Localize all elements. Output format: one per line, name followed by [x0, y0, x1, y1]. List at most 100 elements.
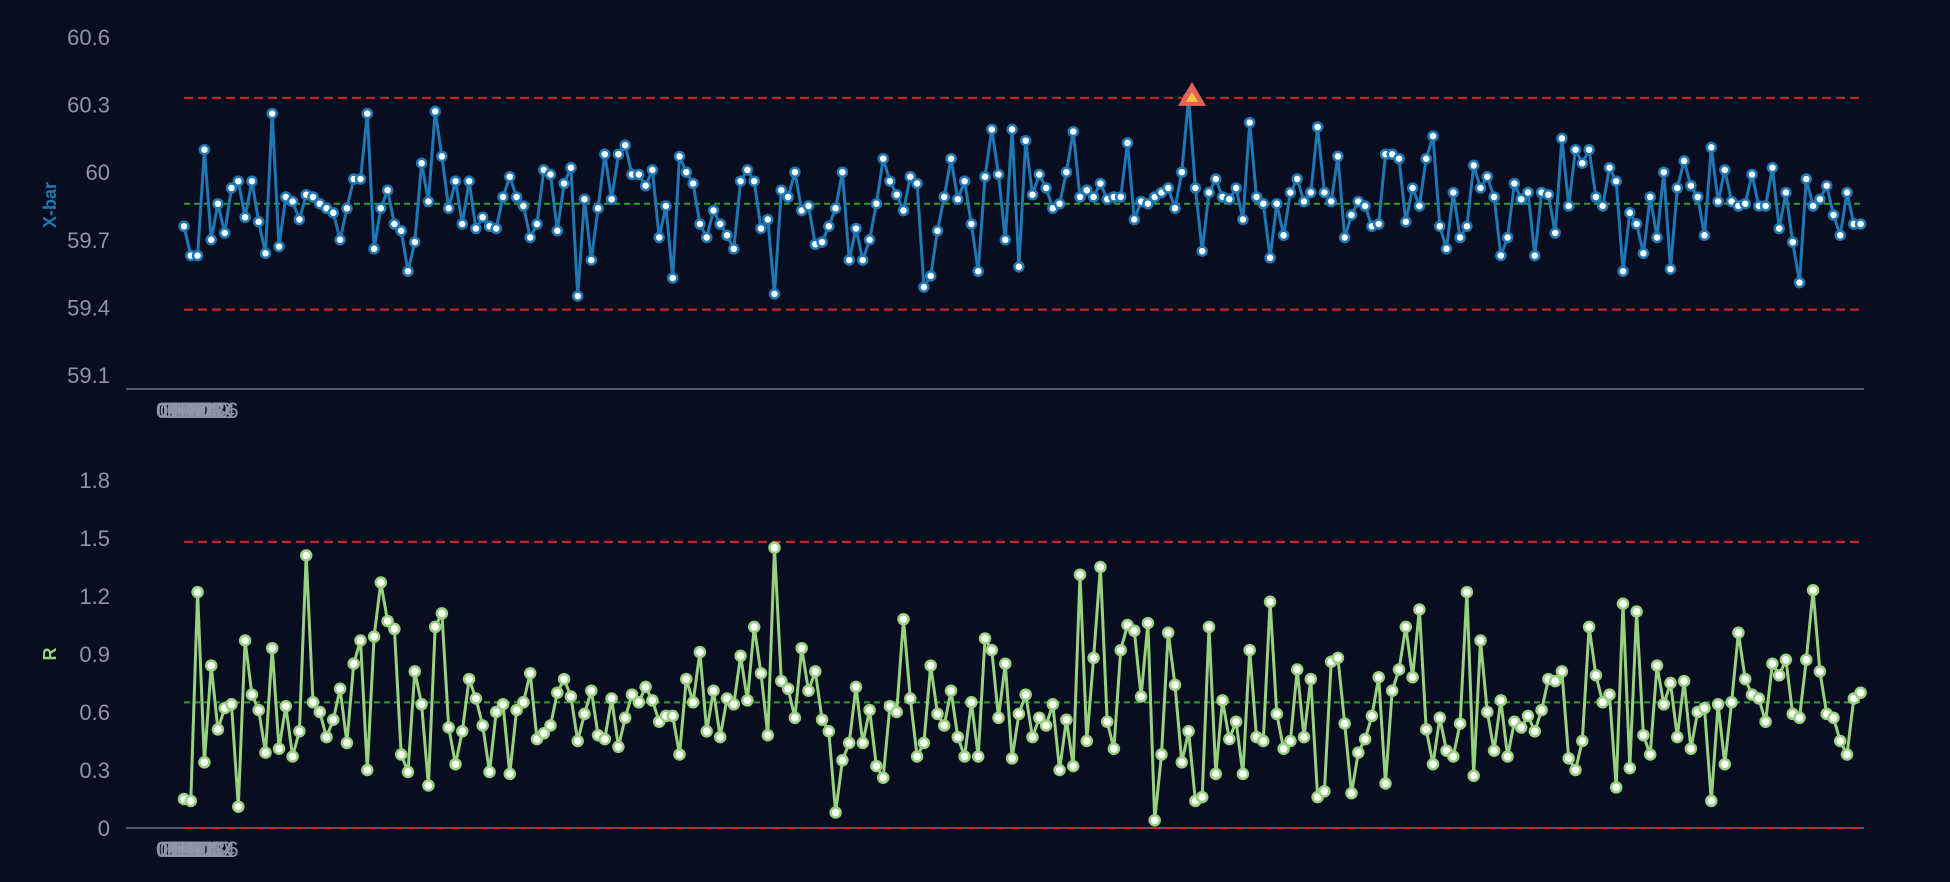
data-point [1820, 179, 1833, 192]
data-point [205, 234, 217, 246]
data-point [1033, 168, 1046, 181]
data-point [1134, 690, 1148, 703]
data-point [924, 270, 937, 282]
data-point [1297, 730, 1311, 744]
data-point [1678, 155, 1690, 167]
data-point [1664, 676, 1677, 690]
data-point [1094, 560, 1107, 574]
data-point [1236, 767, 1250, 781]
data-point [401, 765, 415, 779]
data-point [1433, 711, 1447, 725]
data-point [1576, 157, 1589, 169]
data-point [1780, 186, 1792, 199]
data-point [1556, 132, 1568, 145]
data-point [992, 711, 1005, 725]
data-point [843, 254, 855, 266]
data-point [904, 692, 917, 705]
data-point [1630, 605, 1643, 618]
data-point [822, 725, 836, 738]
data-point [1467, 769, 1480, 783]
data-point [1474, 634, 1487, 647]
data-point [741, 164, 754, 176]
data-point [497, 191, 509, 203]
data-point [1650, 659, 1664, 672]
data-point [985, 643, 999, 657]
data-point [1210, 173, 1222, 185]
data-point [557, 672, 571, 686]
data-point [1107, 742, 1121, 755]
data-point [1840, 748, 1854, 761]
data-point [1066, 759, 1080, 773]
data-point [1548, 674, 1562, 688]
data-point [252, 703, 265, 717]
data-point [1460, 585, 1474, 599]
data-point [354, 634, 367, 647]
data-point [1711, 698, 1725, 711]
data-point [1542, 188, 1555, 201]
data-point [1223, 193, 1236, 205]
data-point [1345, 786, 1358, 800]
data-point [700, 231, 713, 244]
data-point [1338, 231, 1351, 244]
data-point [1074, 191, 1086, 203]
y-tick-label: 60.3 [67, 93, 110, 118]
data-point [381, 614, 394, 628]
data-point [1643, 748, 1657, 761]
data-point [700, 725, 713, 738]
data-point [232, 175, 245, 187]
data-point [429, 105, 441, 118]
data-point [1651, 231, 1663, 244]
data-point [1562, 200, 1575, 212]
data-point [1195, 790, 1209, 804]
data-point [422, 195, 435, 208]
data-point [1609, 781, 1623, 794]
data-point [1365, 709, 1379, 723]
data-point [687, 177, 699, 190]
data-point [266, 107, 278, 120]
y-tick-label: 1.8 [79, 468, 110, 493]
data-point [639, 179, 652, 192]
data-point [884, 175, 896, 187]
data-point [632, 696, 646, 709]
data-point [1325, 195, 1337, 208]
data-point [938, 191, 950, 203]
data-point [1345, 209, 1358, 221]
data-point [775, 674, 788, 688]
data-point [578, 193, 591, 205]
alarm-marker-inner [1186, 91, 1198, 102]
data-point [1094, 177, 1107, 190]
data-point [1073, 568, 1087, 581]
data-point [863, 234, 876, 246]
data-point [1189, 182, 1202, 194]
data-point [1800, 653, 1813, 667]
data-point [1372, 670, 1385, 684]
data-point [585, 684, 598, 697]
data-point [1005, 752, 1019, 765]
data-point [544, 719, 557, 732]
data-point [1576, 734, 1589, 748]
data-point [1202, 620, 1216, 634]
data-point [1121, 137, 1134, 149]
data-point [1487, 744, 1501, 757]
data-point [1264, 252, 1276, 264]
data-point [1040, 182, 1052, 194]
chart-panel-range: 0 0.3 0.6 0.9 1.2 1.5 1.8 R 01:0001:0201:0401:06… [40, 468, 1867, 862]
data-point [191, 585, 204, 599]
data-point [1529, 249, 1541, 262]
data-point [1161, 626, 1175, 639]
data-point [402, 265, 414, 278]
data-point [265, 641, 279, 655]
data-point [836, 166, 849, 178]
data-point [1406, 182, 1419, 194]
y-tick-label: 0.3 [79, 758, 110, 783]
data-point [1128, 624, 1141, 638]
data-point [232, 800, 245, 813]
data-point [347, 657, 360, 670]
data-point [1515, 193, 1527, 205]
data-point [510, 703, 523, 717]
data-point [191, 249, 204, 262]
data-point [571, 290, 584, 302]
data-point [259, 247, 272, 260]
data-point [456, 725, 469, 738]
y-tick-label: 59.7 [67, 228, 110, 253]
